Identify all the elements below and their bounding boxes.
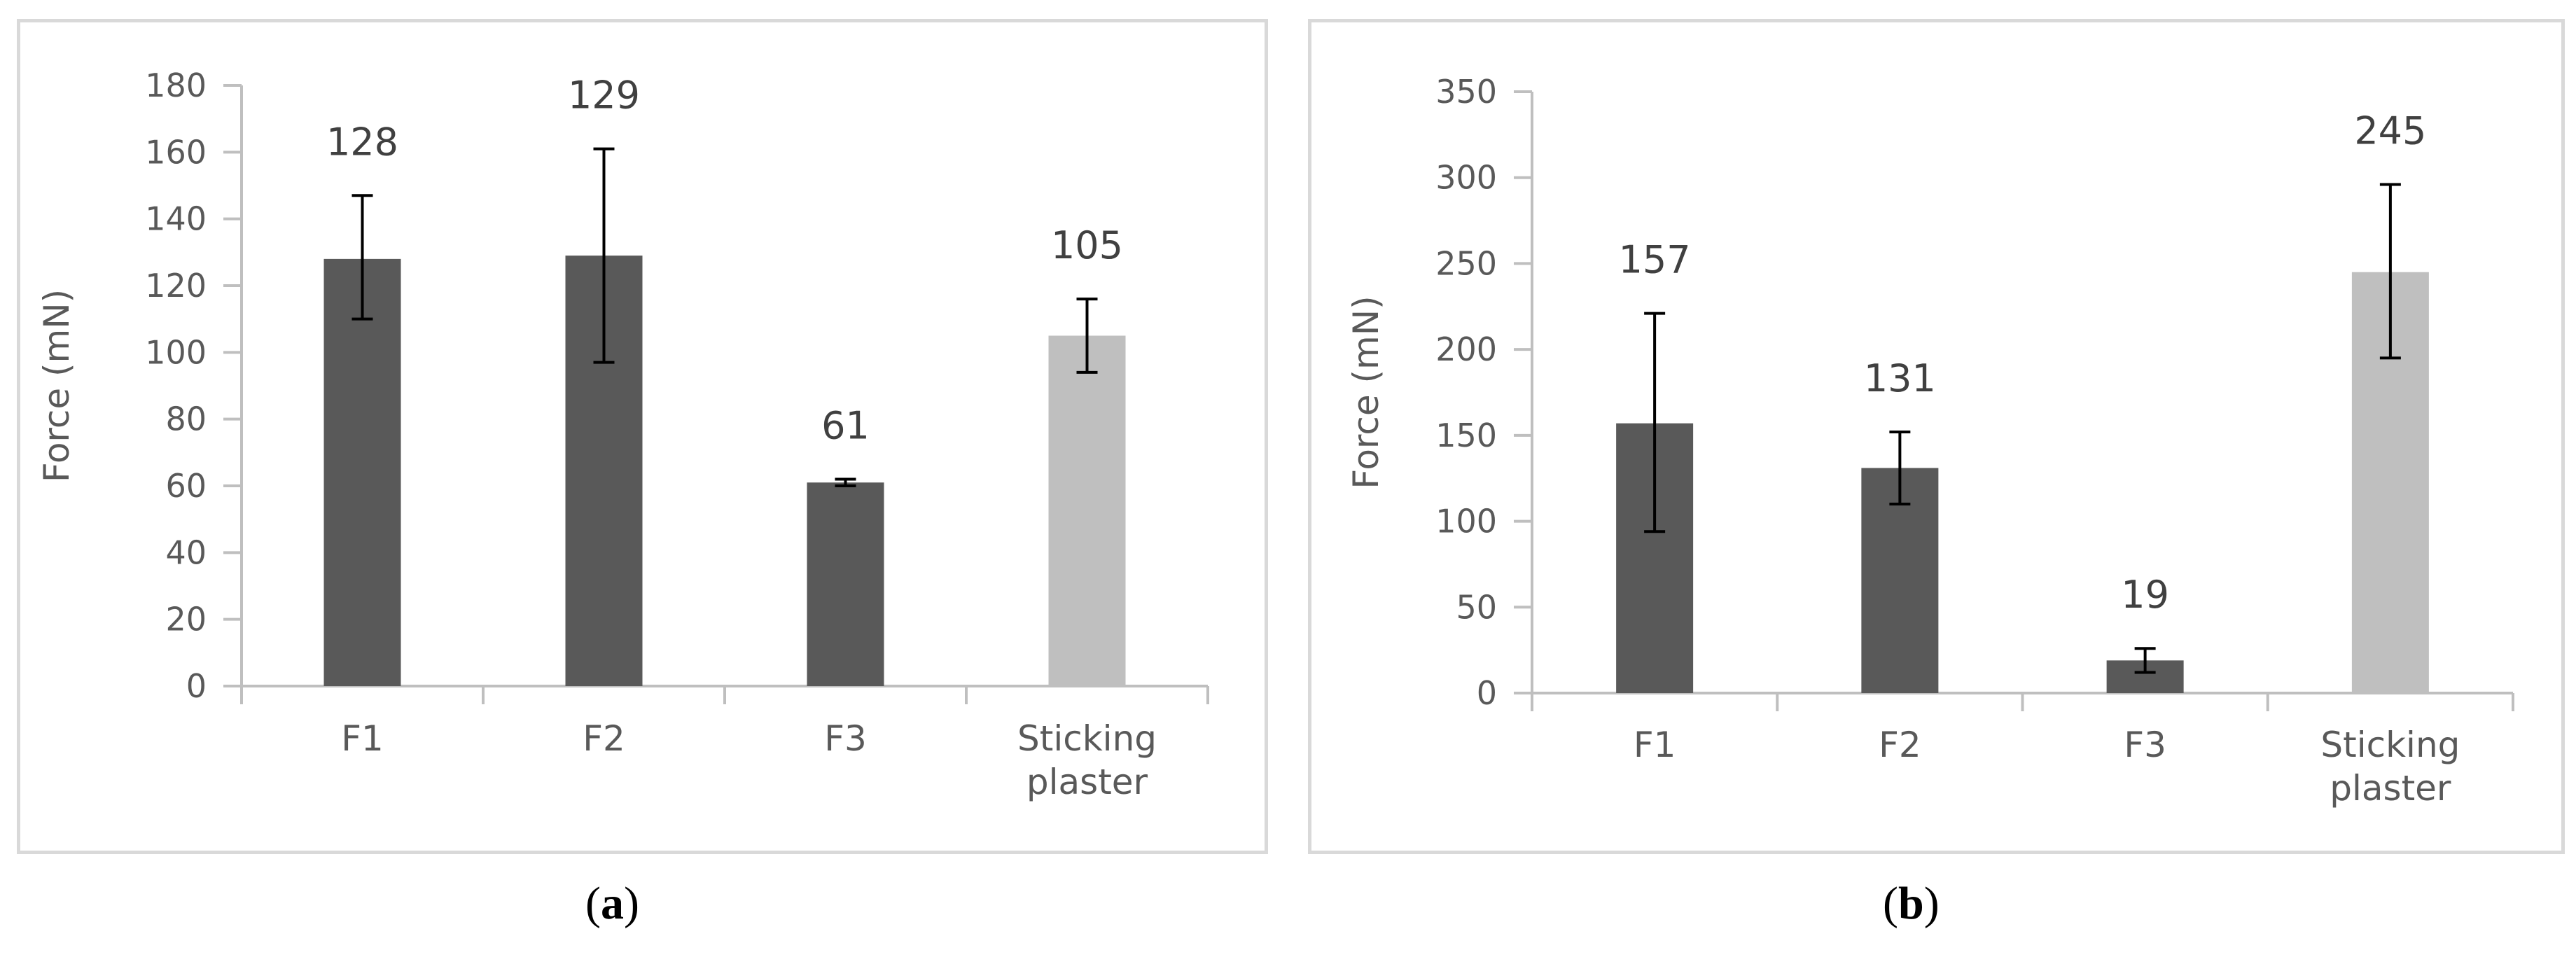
error-bar xyxy=(835,477,856,487)
chart-b: 0 50 100 150 200 250 300 350 Force (mN) 157 F1 131 F… xyxy=(1346,73,2514,809)
category-label-line: Sticking xyxy=(1017,718,1157,759)
error-bar xyxy=(351,194,373,321)
data-label: 129 xyxy=(568,74,640,118)
bar xyxy=(807,482,884,686)
error-bar xyxy=(1076,298,1098,374)
y-tick-label: 250 xyxy=(1435,244,1497,282)
bar xyxy=(1048,335,1126,686)
data-label: 19 xyxy=(2121,573,2169,617)
category-label-line: plaster xyxy=(1026,762,1148,802)
data-label: 245 xyxy=(2354,109,2426,153)
category-label: Sticking plaster xyxy=(1017,718,1157,802)
y-tick-label: 50 xyxy=(1456,588,1497,626)
y-tick-label: 300 xyxy=(1435,159,1497,197)
category-label-line: F3 xyxy=(824,718,867,759)
y-tick-label: 40 xyxy=(165,533,207,571)
y-axis-title: Force (mN) xyxy=(1346,295,1386,489)
category-label-line: F1 xyxy=(1634,725,1676,765)
chart-a: 0 20 40 60 80 100 120 140 160 180 Force (mN) 128 F1 1… xyxy=(36,67,1209,802)
y-tick-label: 200 xyxy=(1435,330,1497,368)
y-axis-title: Force (mN) xyxy=(36,289,77,482)
error-bar xyxy=(593,147,615,364)
error-bar xyxy=(1644,312,1666,533)
y-tick-label: 100 xyxy=(1435,503,1497,540)
error-bar xyxy=(1889,430,1911,506)
y-tick-label: 80 xyxy=(165,400,207,438)
category-label-line: F1 xyxy=(341,718,384,759)
chart-a-caption: (a) xyxy=(585,878,639,929)
y-tick-label: 0 xyxy=(1477,674,1497,712)
category-label-line: F2 xyxy=(1879,725,1921,765)
category-label-line: F2 xyxy=(583,718,625,759)
category-label: F1 xyxy=(1634,725,1676,765)
category-label: F1 xyxy=(341,718,384,759)
chart-b-caption: (b) xyxy=(1883,878,1940,929)
y-tick-label: 60 xyxy=(165,467,207,505)
category-label-line: plaster xyxy=(2330,768,2451,809)
y-tick-label: 20 xyxy=(165,601,207,638)
bar xyxy=(1861,468,1939,693)
y-tick-label: 100 xyxy=(145,333,207,371)
y-tick-label: 160 xyxy=(145,133,207,171)
y-tick-label: 150 xyxy=(1435,417,1497,454)
category-label-line: F3 xyxy=(2124,725,2166,765)
data-label: 128 xyxy=(326,120,398,164)
data-label: 105 xyxy=(1051,223,1123,267)
bar xyxy=(323,258,401,686)
data-label: 61 xyxy=(821,403,870,447)
category-label: F2 xyxy=(583,718,625,759)
data-label: 131 xyxy=(1864,356,1936,400)
y-tick-label: 120 xyxy=(145,267,207,305)
y-tick-label: 0 xyxy=(186,667,207,705)
error-bar xyxy=(2134,647,2156,674)
data-label: 157 xyxy=(1619,238,1691,282)
category-label: F3 xyxy=(2124,725,2166,765)
y-tick-label: 140 xyxy=(145,200,207,238)
error-bar xyxy=(2379,183,2401,360)
category-label: Sticking plaster xyxy=(2320,725,2460,809)
y-tick-label: 350 xyxy=(1435,73,1497,111)
y-tick-label: 180 xyxy=(145,67,207,104)
category-label-line: Sticking xyxy=(2320,725,2460,765)
category-label: F3 xyxy=(824,718,867,759)
category-label: F2 xyxy=(1879,725,1921,765)
